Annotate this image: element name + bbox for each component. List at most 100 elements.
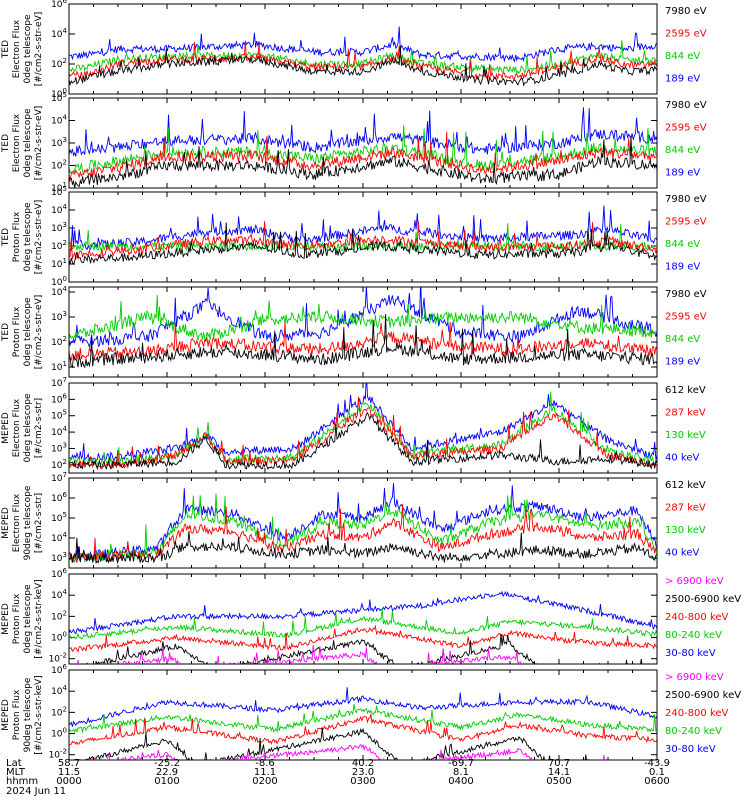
y-tick-label: 10-2 [49,748,67,761]
y-axis-label: MEPED Proton Flux 90deg telescope [#/cm2-s-… [1,675,44,754]
y-tick-label: 104 [51,684,67,697]
series-line [69,624,657,654]
series-line [69,136,657,188]
y-axis-label-line: 0deg telescope [23,202,33,272]
legend-entry: 189 eV [665,357,700,368]
legend-entry: 287 keV [665,408,706,419]
series-line [69,45,657,87]
x-tick-label-hhmm: 0400 [448,776,473,787]
y-tick-label: 102 [51,609,67,622]
y-axis-label-line: [#/cm2-s-str-eV] [34,106,44,181]
y-tick-label: 103 [51,310,67,323]
y-axis-label-line: TED [1,134,11,153]
x-tick-label-hhmm: 0500 [546,776,571,787]
series-line [69,504,657,563]
x-tick-label-hhmm: 0200 [252,776,277,787]
series-line [69,590,657,635]
series-traces [69,107,657,188]
legend-entry: 2500-6900 keV [665,594,741,605]
legend-entry: 7980 eV [665,6,707,17]
y-axis-label-line: [#/cm2-s-str-eV] [34,12,44,87]
y-axis-label-line: TED [1,228,11,247]
y-tick-label: 102 [51,239,67,252]
series-line [69,314,657,369]
y-axis-label-line: [#/cm2-s-str-keV] [34,675,44,754]
legend-entry: 844 eV [665,51,700,62]
series-line [69,391,657,467]
y-tick-label: 101 [51,181,67,194]
x-tick-label-lat: 58.7 [58,758,80,769]
legend-entry: 240-800 keV [665,708,729,719]
y-axis-label-line: Electron Flux [12,19,22,78]
legend-entry: 189 eV [665,74,700,85]
y-tick-label: 104 [51,588,67,601]
y-axis-label-line: [#/cm2-s-str] [34,493,44,553]
series-line [69,321,657,362]
series-line [69,131,657,182]
legend-entry: 2595 eV [665,312,707,323]
y-axis-label-line: Electron Flux [12,113,22,172]
y-axis-label-line: MEPED [1,412,11,444]
y-tick-label: 105 [51,409,67,422]
y-axis-label-line: MEPED [1,603,11,635]
y-tick-label: 105 [51,185,67,198]
y-axis-label: TED Proton Flux 0deg telescope [#/cm2-s-str… [1,200,44,275]
y-axis-label: TED Electron Flux 0deg telescope [#/cm2-s-s… [1,12,44,87]
y-tick-label: 104 [51,285,67,298]
x-tick-label-lat: -25.2 [154,758,180,769]
series-line [69,713,657,746]
legend-entry: 40 keV [665,453,699,464]
x-tick-label-hhmm: 0600 [644,776,669,787]
legend-entry: 40 keV [665,548,699,559]
y-tick-label: 102 [51,705,67,718]
series-line [69,483,657,563]
x-date-label: 2024 Jun 11 [6,786,66,797]
series-line [69,125,657,175]
legend-entry: 2595 eV [665,29,707,40]
y-axis-label: TED Proton Flux 0deg telescope [#/cm2-s-str… [1,295,44,370]
legend-entry: 612 keV [665,480,706,491]
y-axis-label-line: MEPED [1,507,11,539]
y-axis-label-line: Proton Flux [12,689,22,740]
y-axis-label: MEPED Electron Flux 0deg telescope [#/cm2-s… [1,393,44,463]
x-tick-label-mlt: 14.1 [548,767,570,778]
series-traces [69,483,657,565]
x-tick-label-mlt: 11.5 [58,767,80,778]
panel-6: 107 106 105 104 103 MEPED Electron Flux 90deg t… [1,471,706,569]
y-tick-label: 105 [51,511,67,524]
y-tick-label: 103 [51,551,67,564]
y-axis-label: TED Electron Flux 0deg telescope [#/cm2-s-s… [1,106,44,181]
y-tick-label: 106 [51,663,67,676]
legend-entry: 2595 eV [665,123,707,134]
y-tick-label: 102 [51,335,67,348]
y-tick-label: 107 [51,376,67,389]
legend-entry: 30-80 keV [665,744,716,755]
y-axis-label-line: [#/cm2-s-str] [34,398,44,458]
series-line [69,295,657,342]
x-tick-label-hhmm: 0300 [350,776,375,787]
legend-entry: 130 keV [665,430,706,441]
legend-entry: 287 keV [665,503,706,514]
y-tick-label: 106 [51,0,67,10]
y-tick-label: 100 [51,275,67,288]
y-axis-label-line: Electron Flux [12,398,22,457]
y-tick-label: 100 [51,631,67,644]
series-traces [69,287,657,369]
x-row-label-mlt: MLT [6,767,26,778]
x-tick-label-lat: -43.9 [644,758,670,769]
series-traces [69,687,657,760]
y-axis-label-line: 0deg telescope [23,108,33,178]
legend-entry: 240-800 keV [665,612,729,623]
series-line [69,703,657,734]
panel-7: 106 104 102 100 10-2 MEPED Proton Flux 0deg tel… [1,567,741,665]
y-tick-label: 102 [51,57,67,70]
y-axis-label-line: TED [1,40,11,59]
series-line [69,411,657,471]
x-tick-label-mlt: 8.1 [453,767,469,778]
y-axis-label-line: Proton Flux [12,211,22,262]
series-traces [69,205,657,266]
series-line [69,608,657,640]
y-tick-label: 105 [51,91,67,104]
panel-8: 106 104 102 100 10-2 MEPED Proton Flux 90deg te… [1,663,741,761]
